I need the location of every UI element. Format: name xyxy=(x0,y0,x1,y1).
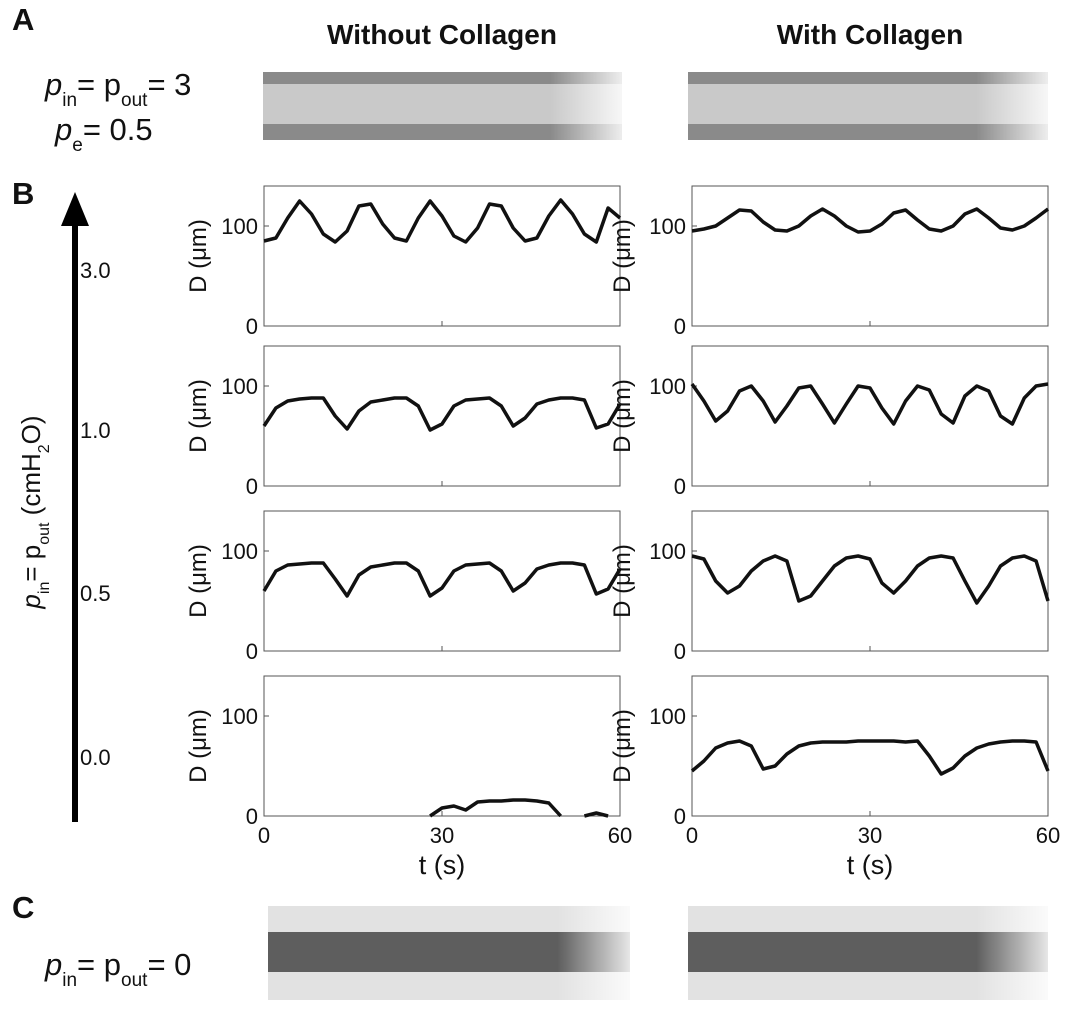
panel-label: B xyxy=(12,176,34,211)
y-axis-label: D (μm) xyxy=(185,709,212,783)
formula-part: = p xyxy=(77,947,121,982)
panel-label: C xyxy=(12,890,34,925)
y-tick-label: 100 xyxy=(649,539,686,564)
data-line xyxy=(262,561,622,598)
x-axis-label: t (s) xyxy=(847,850,894,880)
formula-part: p xyxy=(44,67,62,102)
y-axis-label: D (μm) xyxy=(609,709,636,783)
data-line xyxy=(429,798,609,818)
formula-part: = 0 xyxy=(147,947,191,982)
y-tick-label: 0 xyxy=(246,639,258,664)
pressure-level: 1.0 xyxy=(80,418,111,443)
data-line xyxy=(691,554,1050,605)
subscript: 2 xyxy=(36,444,53,453)
y-axis-label: D (μm) xyxy=(609,379,636,453)
y-axis-label: D (μm) xyxy=(185,219,212,293)
x-tick-label: 0 xyxy=(686,823,698,848)
pressure-level: 3.0 xyxy=(80,258,111,283)
y-tick-label: 0 xyxy=(246,804,258,829)
glare xyxy=(688,906,1048,1000)
y-tick-label: 100 xyxy=(221,704,258,729)
formula: pin= pout= 3 xyxy=(44,67,191,111)
y-tick-label: 0 xyxy=(674,314,686,339)
x-tick-label: 0 xyxy=(258,823,270,848)
subscript: out xyxy=(36,522,53,545)
x-tick-label: 30 xyxy=(430,823,454,848)
arrow-head xyxy=(61,192,89,226)
y-tick-label: 0 xyxy=(246,474,258,499)
y-axis-label: D (μm) xyxy=(609,219,636,293)
subscript: e xyxy=(72,135,83,156)
pressure-level: 0.0 xyxy=(80,745,111,770)
formula-part: p xyxy=(44,947,62,982)
x-axis-label: t (s) xyxy=(419,850,466,880)
formula-part: (cmH xyxy=(16,453,46,522)
subscript: out xyxy=(121,90,148,111)
y-tick-label: 100 xyxy=(221,374,258,399)
column-title: Without Collagen xyxy=(327,19,557,50)
plot-frame xyxy=(263,510,621,652)
pressure-level: 0.5 xyxy=(80,581,111,606)
micrographs xyxy=(263,72,1048,1000)
data-line xyxy=(263,198,622,244)
y-tick-label: 0 xyxy=(246,314,258,339)
glare xyxy=(688,72,1048,140)
plot-frame xyxy=(263,675,621,817)
data-line xyxy=(262,396,622,432)
formula: pin= pout (cmH2O) xyxy=(16,415,53,609)
formula: pe= 0.5 xyxy=(54,112,153,156)
glare xyxy=(268,906,630,1000)
y-tick-label: 0 xyxy=(674,474,686,499)
subscript: in xyxy=(62,970,77,991)
formula-part: p xyxy=(16,594,46,609)
y-tick-label: 0 xyxy=(674,639,686,664)
formula-part: O) xyxy=(16,415,46,444)
data-line xyxy=(690,382,1049,426)
column-title: With Collagen xyxy=(777,19,963,50)
panel-label: A xyxy=(12,2,34,37)
glare xyxy=(263,72,622,140)
formula-part: = 3 xyxy=(147,67,191,102)
plot-frame xyxy=(691,345,1049,487)
subscript: in xyxy=(36,582,53,594)
formula-part: p xyxy=(54,112,72,147)
formula-part: = p xyxy=(77,67,121,102)
x-tick-label: 60 xyxy=(608,823,632,848)
formula: pin= pout= 0 xyxy=(44,947,191,991)
plot-frame xyxy=(691,185,1049,327)
x-tick-label: 30 xyxy=(858,823,882,848)
y-tick-label: 0 xyxy=(674,804,686,829)
y-axis-label: D (μm) xyxy=(185,379,212,453)
x-tick-label: 60 xyxy=(1036,823,1060,848)
plot-frame xyxy=(263,345,621,487)
y-tick-label: 100 xyxy=(649,374,686,399)
plot-frame xyxy=(691,675,1049,817)
subscript: out xyxy=(121,970,148,991)
y-axis-label: D (μm) xyxy=(609,544,636,618)
y-tick-label: 100 xyxy=(649,704,686,729)
subscript: in xyxy=(62,90,77,111)
formula-part: = 0.5 xyxy=(83,112,153,147)
y-tick-label: 100 xyxy=(221,214,258,239)
y-axis-label: D (μm) xyxy=(185,544,212,618)
formula-part: = p xyxy=(16,545,46,582)
data-line xyxy=(690,739,1050,776)
data-line xyxy=(691,207,1050,234)
y-tick-label: 100 xyxy=(221,539,258,564)
y-tick-label: 100 xyxy=(649,214,686,239)
